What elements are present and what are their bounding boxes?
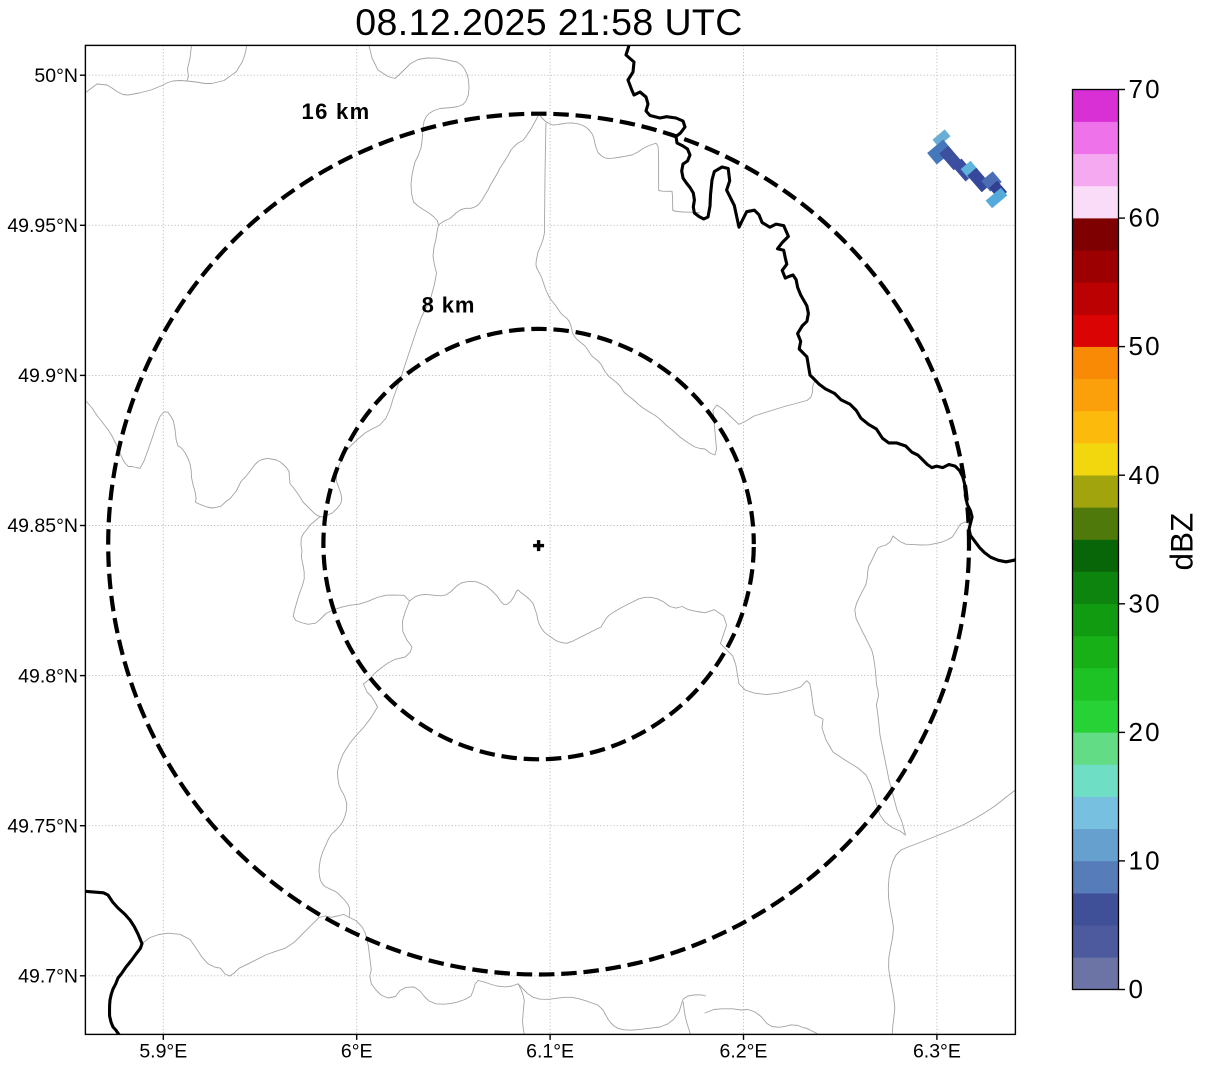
svg-text:30: 30 <box>1129 588 1162 618</box>
svg-text:70: 70 <box>1129 74 1162 104</box>
svg-text:0: 0 <box>1129 974 1146 1004</box>
svg-text:6.3°E: 6.3°E <box>913 1041 961 1063</box>
svg-text:49.95°N: 49.95°N <box>7 215 78 237</box>
svg-text:8 km: 8 km <box>422 293 476 318</box>
svg-text:50°N: 50°N <box>34 65 78 87</box>
svg-text:6.2°E: 6.2°E <box>720 1041 768 1063</box>
svg-text:49.85°N: 49.85°N <box>7 515 78 537</box>
svg-text:6°E: 6°E <box>341 1041 373 1063</box>
svg-text:40: 40 <box>1129 460 1162 490</box>
svg-text:dBZ: dBZ <box>1163 513 1199 571</box>
svg-text:08.12.2025 21:58 UTC: 08.12.2025 21:58 UTC <box>355 1 742 43</box>
svg-text:49.7°N: 49.7°N <box>18 966 78 988</box>
svg-text:10: 10 <box>1129 846 1162 876</box>
svg-text:5.9°E: 5.9°E <box>139 1041 187 1063</box>
svg-text:60: 60 <box>1129 203 1162 233</box>
svg-text:6.1°E: 6.1°E <box>526 1041 574 1063</box>
svg-text:16 km: 16 km <box>302 99 371 124</box>
svg-text:49.75°N: 49.75°N <box>7 815 78 837</box>
svg-text:20: 20 <box>1129 717 1162 747</box>
svg-text:49.8°N: 49.8°N <box>18 665 78 687</box>
svg-text:49.9°N: 49.9°N <box>18 365 78 387</box>
svg-text:50: 50 <box>1129 331 1162 361</box>
